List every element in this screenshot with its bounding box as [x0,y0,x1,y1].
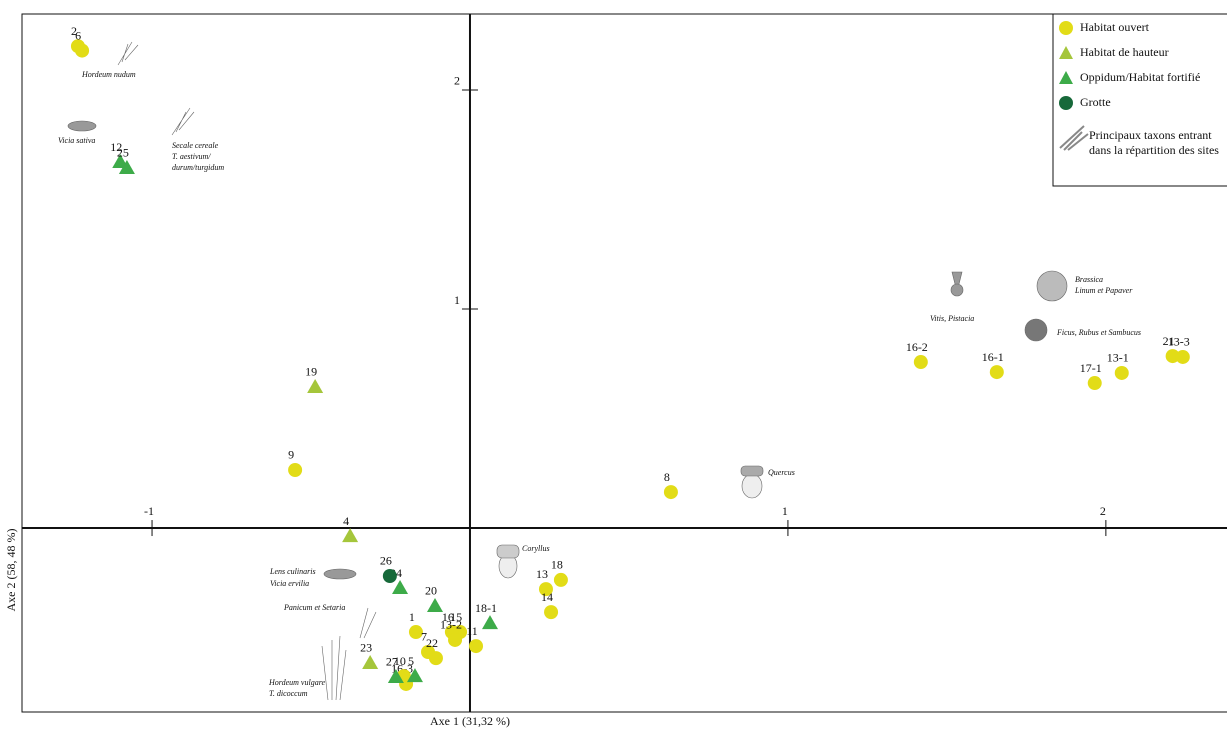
x-tick-label: -1 [144,504,154,518]
triangle-point [392,580,409,595]
y-tick-label: 2 [454,74,460,88]
point-label: 5 [408,654,414,668]
taxa-icons [67,41,1068,701]
triangle-point [118,159,135,174]
point-label: 18-1 [475,601,497,615]
triangle-point [387,668,404,683]
triangle-point [112,154,129,169]
circle-point [408,625,423,640]
taxon-annotation: Linum et Papaver [1074,286,1133,295]
taxon-annotation: Brassica [1075,275,1103,284]
taxon-annotation: Secale cereale [172,141,219,150]
y-axis-title: Axe 2 (58, 48 %) [4,529,18,612]
legend-marker [1059,46,1073,59]
x-axis-title: Axe 1 (31,32 %) [430,714,510,728]
legend-taxa-label: dans la répartition des sites [1089,143,1219,157]
legend-label: Habitat ouvert [1080,20,1150,34]
point-label: 10 [394,654,406,668]
x-tick-label: 1 [782,504,788,518]
legend-label: Grotte [1080,95,1111,109]
legend-label: Oppidum/Habitat fortifié [1080,70,1200,84]
circle-point [663,485,678,500]
taxon-annotation: T. dicoccum [269,689,308,698]
legend-marker [1059,21,1073,35]
point-label: 12 [110,140,122,154]
point-label: 16 [442,610,454,624]
point-label: 2 [71,24,77,38]
taxon-annotation: durum/turgidum [172,163,224,172]
point-label: 23 [360,641,372,655]
taxon-annotation: Quercus [768,468,795,477]
point-label: 13-3 [1168,335,1190,349]
point-label: 13-2 [440,618,462,632]
circle-point [75,43,90,58]
taxon-annotation: Coryllus [522,544,550,553]
circle-point [913,355,928,370]
taxon-annotation: Hordeum vulgare [268,678,326,687]
taxon-annotation: T. aestivum/ [172,152,211,161]
legend-taxa-icon [1059,125,1089,151]
point-label: 21 [1163,334,1175,348]
circle-point [538,582,553,597]
taxon-annotation: Vicia sativa [58,136,95,145]
taxon-annotation: Panicum et Setaria [283,603,345,612]
point-label: 4 [343,514,349,528]
circle-point [1087,376,1102,391]
point-label: 9 [288,448,294,462]
point-label: 19 [305,365,317,379]
circle-point [989,365,1004,380]
triangle-point [342,528,359,543]
point-label: 26 [380,554,392,568]
triangle-point [427,597,444,612]
point-label: 7 [421,630,427,644]
taxon-annotation: Hordeum nudum [81,70,136,79]
point-label: 1 [409,610,415,624]
point-label: 18 [551,558,563,572]
circle-point [1165,349,1180,364]
point-label: 17-1 [1080,361,1102,375]
point-label: 6 [75,28,81,42]
point-label: 11 [466,624,478,638]
circle-point [448,632,463,647]
circle-point [428,651,443,666]
legend-box [1052,13,1227,187]
legend-marker [1059,96,1073,110]
point-label: 16-2 [906,340,928,354]
circle-point [1175,349,1190,364]
point-label: 13 [536,567,548,581]
circle-point [382,568,397,583]
circle-point [469,639,484,654]
circle-point [553,572,568,587]
taxon-annotation: Ficus, Rubus et Sambucus [1056,328,1141,337]
legend-taxa-label: Principaux taxons entrant [1089,128,1212,142]
point-label: 20 [425,584,437,598]
triangle-point [362,654,379,669]
triangle-point [307,378,324,393]
x-tick-label: 2 [1100,504,1106,518]
circle-point [288,462,303,477]
taxon-annotation: Vicia ervilia [270,579,309,588]
plot-frame [21,13,1227,713]
taxon-annotation: Vitis, Pistacia [930,314,974,323]
point-label: 8 [664,470,670,484]
triangle-point [482,615,499,630]
y-tick-label: 1 [454,293,460,307]
legend-label: Habitat de hauteur [1080,45,1169,59]
legend-marker [1059,71,1073,84]
point-label: 22 [426,636,438,650]
point-label: 16-1 [982,350,1004,364]
point-label: 27 [386,655,398,669]
point-label: 25 [117,146,129,160]
point-label: 14 [541,590,553,604]
circle-point [1114,365,1129,380]
circle-point [544,605,559,620]
triangle-point [406,668,423,683]
taxon-annotation: Lens culinaris [269,567,316,576]
point-label: 13-1 [1107,351,1129,365]
point-label: 15 [450,610,462,624]
